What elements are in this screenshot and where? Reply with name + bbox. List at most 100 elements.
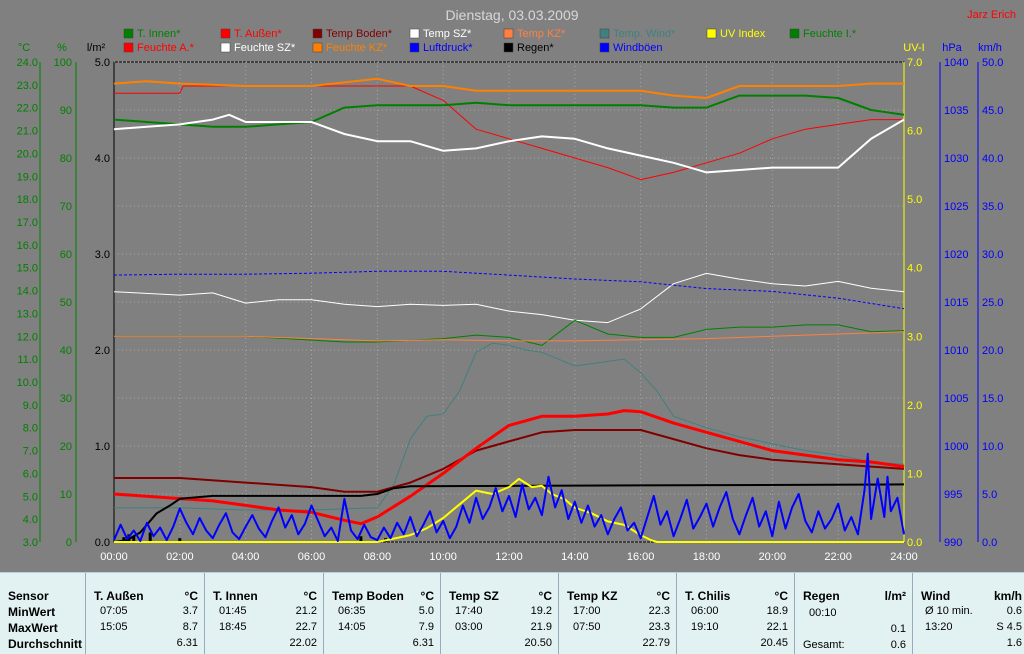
stats-column-wind: Wind km/h Ø 10 min. 0.6 13:20 S 4.5 1.6: [913, 573, 1024, 654]
legend-swatch: [599, 28, 610, 39]
tick-label: 6.0: [907, 126, 922, 138]
series-line-feuchte-i: [113, 94, 905, 128]
sensor-unit: °C: [656, 589, 670, 603]
x-tick-label: 16:00: [627, 551, 655, 563]
max-time: 19:10: [691, 621, 719, 633]
tick-label: 1.0: [95, 441, 110, 453]
tick-label: 14.0: [17, 286, 38, 298]
tick-label: 40.0: [982, 153, 1003, 165]
x-tick-label: 22:00: [824, 551, 852, 563]
tick-label: 50: [60, 297, 72, 309]
tick-label: 7.0: [23, 446, 38, 458]
x-tick-label: 08:00: [364, 551, 392, 563]
x-tick-label: 00:00: [100, 551, 128, 563]
x-tick-label: 12:00: [495, 551, 523, 563]
x-axis: 00:00 02:00 04:00 06:00 08:00 10:00 12:00 14:00…: [100, 551, 918, 563]
regen-header: Regen: [803, 589, 840, 603]
legend-item-temp-kz: Temp KZ*: [503, 28, 566, 40]
tick-label: 23.0: [17, 80, 38, 92]
max-time: 07:50: [573, 621, 601, 633]
min-time: 06:00: [691, 605, 719, 617]
min-value: 22.3: [648, 605, 670, 617]
min-value: 3.7: [182, 605, 198, 617]
max-time: 15:05: [100, 621, 128, 633]
axis-unit-label: UV-I: [903, 42, 924, 54]
sensor-name: Temp KZ: [567, 589, 618, 603]
tick-label: 5.0: [982, 489, 997, 501]
tick-label: 18.0: [17, 194, 38, 206]
axis-uv: 0.0 1.0 2.0 3.0 4.0 5.0 6.0 7.0 UV-I: [903, 42, 924, 549]
x-tick-label: 06:00: [298, 551, 326, 563]
tick-label: 20: [60, 441, 72, 453]
avg-value: 22.02: [289, 637, 317, 649]
x-tick-label: 10:00: [429, 551, 457, 563]
wind-day-avg: 1.6: [1006, 637, 1022, 649]
legend-swatch: [503, 28, 514, 39]
rain-bar: [359, 536, 363, 542]
stats-label-column: Sensor MinWert MaxWert Durchschnitt: [0, 573, 86, 654]
legend-item-luftdruck: Luftdruck*: [409, 42, 473, 54]
sensor-name: T. Außen: [94, 589, 144, 603]
legend-item-windb-en: Windböen: [599, 42, 663, 54]
tick-label: 5.0: [95, 57, 110, 69]
legend-item-temp-boden: Temp Boden*: [312, 28, 393, 40]
stats-column-temp-sz: Temp SZ °C 17:40 19.2 03:00 21.9 20.50: [441, 573, 559, 654]
axis-wind-kmh: 0.0 5.0 10.0 15.0 20.0 25.0 30.0 35.0 40.0 45.0 50…: [977, 42, 1003, 549]
legend-swatch: [312, 28, 323, 39]
tick-label: 21.0: [17, 126, 38, 138]
legend-swatch: [599, 42, 610, 53]
tick-label: 1000: [944, 441, 968, 453]
sensor-name: Temp SZ: [449, 589, 499, 603]
legend-label: Windböen: [613, 42, 663, 54]
min-time: 17:00: [573, 605, 601, 617]
max-time: 03:00: [455, 621, 483, 633]
axis-unit-label: km/h: [978, 42, 1002, 54]
stats-column-temp-kz: Temp KZ °C 17:00 22.3 07:50 23.3 22.79: [559, 573, 677, 654]
tick-label: 22.0: [17, 103, 38, 115]
tick-label: 13.0: [17, 308, 38, 320]
axes: 3.0 4.0 5.0 6.0 7.0 8.0 9.0 10.0 11.0 12.0 13.0 14.…: [17, 42, 1004, 563]
wind-unit: km/h: [993, 589, 1022, 603]
max-value: 22.1: [766, 621, 788, 633]
tick-label: 1030: [944, 153, 968, 165]
legend-label: Regen*: [517, 42, 554, 54]
sensor-name: T. Chilis: [685, 589, 731, 603]
axis-unit-label: l/m²: [87, 42, 106, 54]
tick-label: 17.0: [17, 217, 38, 229]
rain-bar: [148, 532, 152, 542]
legend-swatch: [409, 28, 420, 39]
legend-label: Luftdruck*: [423, 42, 473, 54]
tick-label: 2.0: [95, 345, 110, 357]
tick-label: 45.0: [982, 105, 1003, 117]
legend-swatch: [123, 28, 134, 39]
tick-label: 0.0: [95, 537, 110, 549]
axis-temp-c: 3.0 4.0 5.0 6.0 7.0 8.0 9.0 10.0 11.0 12.0 13.0 14.…: [17, 42, 41, 549]
tick-label: 990: [944, 537, 962, 549]
tick-label: 4.0: [907, 263, 922, 275]
x-tick-label: 02:00: [166, 551, 194, 563]
legend-swatch: [312, 42, 323, 53]
legend-swatch: [409, 42, 420, 53]
axis-unit-label: hPa: [942, 42, 962, 54]
tick-label: 80: [60, 153, 72, 165]
wind-gust-time: 13:20: [925, 621, 953, 633]
legend-label: Feuchte I.*: [803, 28, 857, 40]
max-value: 21.9: [530, 621, 552, 633]
stats-table: Sensor MinWert MaxWert Durchschnitt T. A…: [0, 572, 1024, 654]
legend-label: UV Index: [720, 28, 766, 40]
tick-label: 0: [66, 537, 72, 549]
legend-swatch: [706, 28, 717, 39]
tick-label: 20.0: [982, 345, 1003, 357]
legend-label: Feuchte SZ*: [234, 42, 296, 54]
series-line-luftdruck: [113, 270, 905, 310]
tick-label: 100: [54, 57, 72, 69]
tick-label: 2.0: [907, 400, 922, 412]
tick-label: 1040: [944, 57, 968, 69]
axis-pressure-hpa: 990 995 1000 1005 1010 1015 1020 1025 1030 1035 10…: [939, 42, 968, 549]
rain-bar: [132, 536, 136, 542]
legend-label: Temp SZ*: [423, 28, 472, 40]
stats-column-regen: Regen l/m² 00:10 0.1 Gesamt: 0.6: [795, 573, 913, 654]
series-line-t-au-en: [113, 409, 905, 526]
legend-label: Temp Boden*: [326, 28, 393, 40]
legend-item-feuchte-sz: Feuchte SZ*: [220, 42, 296, 54]
